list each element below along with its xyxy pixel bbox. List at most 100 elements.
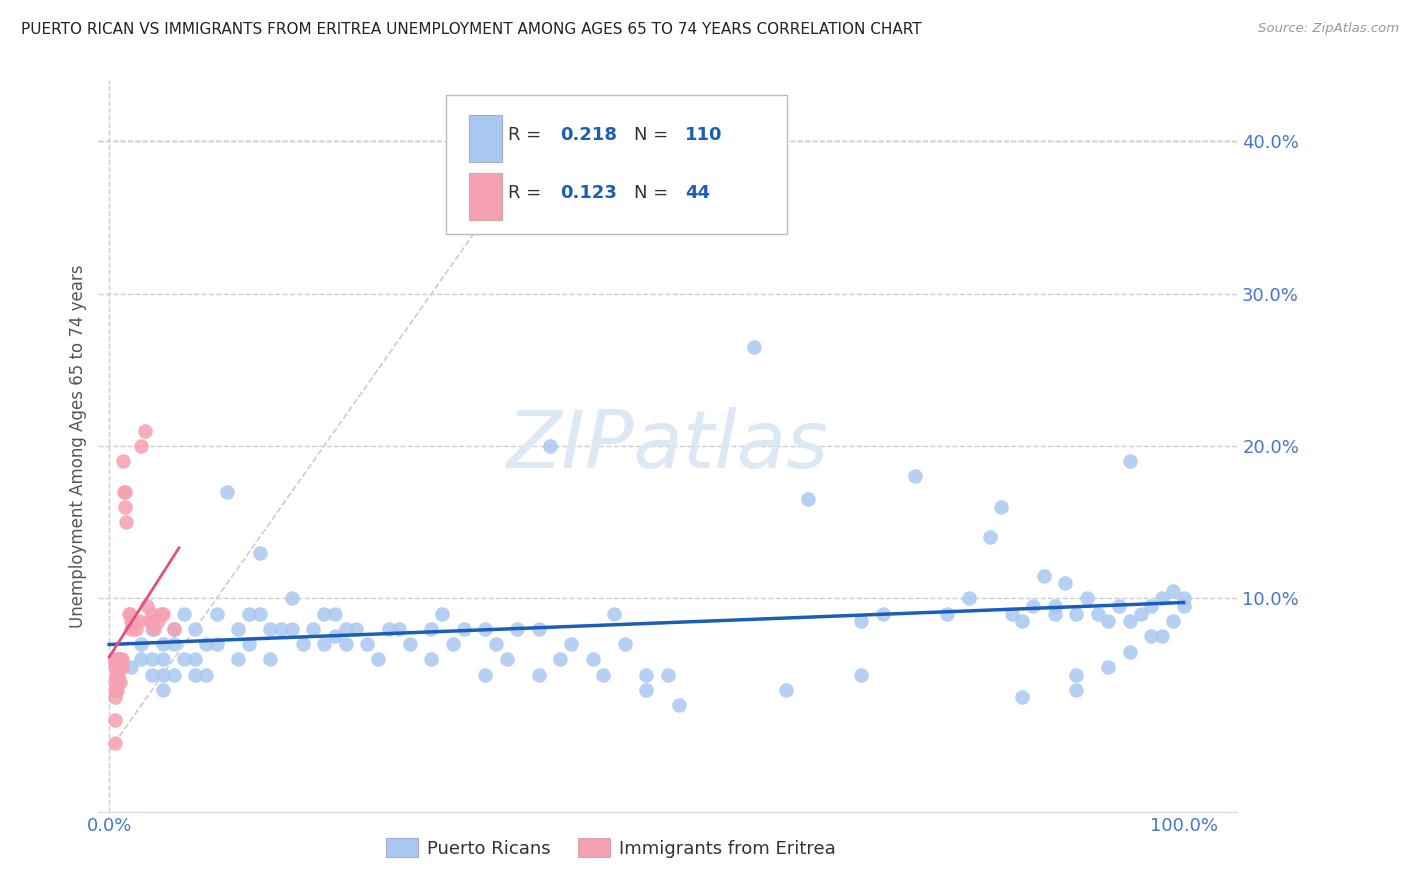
Text: R =: R = bbox=[509, 126, 547, 144]
Point bbox=[527, 622, 550, 636]
Point bbox=[152, 637, 174, 651]
Point bbox=[226, 622, 249, 636]
Point bbox=[205, 637, 228, 651]
Text: PUERTO RICAN VS IMMIGRANTS FROM ERITREA UNEMPLOYMENT AMONG AGES 65 TO 74 YEARS C: PUERTO RICAN VS IMMIGRANTS FROM ERITREA … bbox=[21, 22, 922, 37]
Text: 110: 110 bbox=[685, 126, 723, 144]
Point bbox=[205, 607, 228, 621]
Point bbox=[1119, 614, 1142, 628]
Point bbox=[103, 660, 125, 674]
Point bbox=[152, 652, 174, 666]
Point bbox=[112, 484, 135, 499]
Point bbox=[432, 607, 454, 621]
Point bbox=[173, 652, 195, 666]
Point bbox=[592, 667, 614, 681]
Point bbox=[103, 714, 125, 728]
Point bbox=[103, 656, 125, 670]
Point bbox=[238, 607, 260, 621]
Point bbox=[851, 667, 873, 681]
Point bbox=[485, 637, 508, 651]
Point bbox=[141, 667, 163, 681]
Point bbox=[474, 622, 496, 636]
Point bbox=[1140, 599, 1163, 613]
FancyBboxPatch shape bbox=[446, 95, 787, 234]
Point bbox=[550, 652, 572, 666]
Point bbox=[1064, 607, 1087, 621]
Point bbox=[184, 667, 207, 681]
Point bbox=[238, 637, 260, 651]
Point bbox=[105, 682, 128, 697]
Point bbox=[152, 682, 174, 697]
Point bbox=[104, 667, 127, 681]
Point bbox=[388, 622, 411, 636]
Point bbox=[114, 500, 136, 514]
Point bbox=[103, 682, 125, 697]
Point bbox=[506, 622, 529, 636]
Point bbox=[420, 652, 443, 666]
Point bbox=[112, 454, 135, 468]
Point bbox=[936, 607, 959, 621]
Point bbox=[226, 652, 249, 666]
Point bbox=[103, 675, 125, 690]
Text: N =: N = bbox=[634, 126, 673, 144]
Point bbox=[114, 484, 136, 499]
Point bbox=[107, 667, 129, 681]
Point bbox=[103, 690, 125, 705]
Point bbox=[1011, 690, 1033, 705]
Point bbox=[108, 660, 131, 674]
Point bbox=[108, 675, 131, 690]
Point bbox=[367, 652, 389, 666]
Point bbox=[291, 637, 314, 651]
Point bbox=[1076, 591, 1098, 606]
Point bbox=[162, 667, 184, 681]
FancyBboxPatch shape bbox=[468, 173, 502, 220]
Legend: Puerto Ricans, Immigrants from Eritrea: Puerto Ricans, Immigrants from Eritrea bbox=[378, 831, 844, 865]
Point bbox=[131, 439, 153, 453]
Text: 0.123: 0.123 bbox=[560, 185, 617, 202]
Point bbox=[495, 652, 517, 666]
Point bbox=[957, 591, 980, 606]
Point bbox=[1161, 614, 1184, 628]
Point bbox=[560, 637, 582, 651]
Point bbox=[441, 637, 464, 651]
Point bbox=[134, 424, 156, 438]
Point bbox=[131, 637, 153, 651]
Point bbox=[1097, 660, 1119, 674]
Point bbox=[162, 622, 184, 636]
Point bbox=[1119, 454, 1142, 468]
Point bbox=[527, 667, 550, 681]
Point bbox=[249, 607, 271, 621]
Point bbox=[141, 614, 163, 628]
Point bbox=[139, 614, 162, 628]
Point bbox=[141, 607, 163, 621]
Point bbox=[775, 682, 797, 697]
Point bbox=[1119, 645, 1142, 659]
Point bbox=[259, 622, 281, 636]
Point bbox=[538, 439, 561, 453]
Point bbox=[1152, 591, 1174, 606]
Point bbox=[904, 469, 927, 483]
Point bbox=[184, 622, 207, 636]
Point bbox=[270, 622, 292, 636]
Point bbox=[120, 660, 142, 674]
Point bbox=[1129, 607, 1152, 621]
Point bbox=[117, 607, 139, 621]
Point bbox=[1022, 599, 1045, 613]
Point bbox=[1173, 591, 1195, 606]
Point bbox=[323, 630, 346, 644]
Point bbox=[1054, 576, 1077, 591]
Point bbox=[742, 340, 765, 354]
Point bbox=[105, 652, 128, 666]
Point bbox=[1011, 614, 1033, 628]
Point bbox=[162, 622, 184, 636]
Point bbox=[173, 607, 195, 621]
Point bbox=[281, 591, 304, 606]
Point bbox=[990, 500, 1012, 514]
Point bbox=[1161, 583, 1184, 598]
Point bbox=[131, 652, 153, 666]
Point bbox=[111, 660, 134, 674]
Point bbox=[152, 607, 174, 621]
Point bbox=[108, 652, 131, 666]
Point bbox=[146, 614, 169, 628]
Point bbox=[1087, 607, 1109, 621]
Point bbox=[312, 637, 335, 651]
